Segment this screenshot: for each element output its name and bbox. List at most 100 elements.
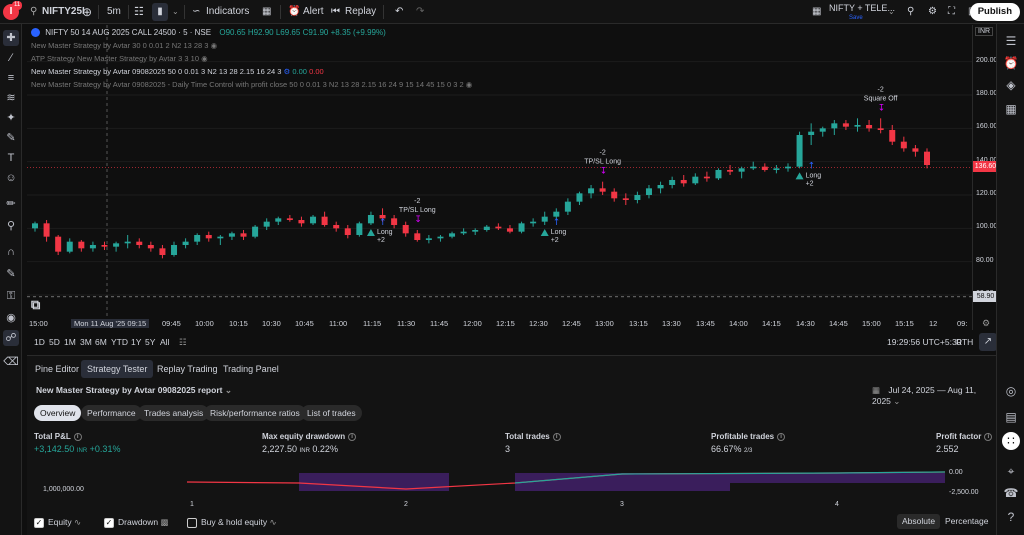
tf-1d[interactable]: 1D bbox=[34, 337, 45, 347]
candle[interactable] bbox=[483, 226, 490, 230]
emoji-icon[interactable]: ☺ bbox=[5, 172, 17, 184]
report-title[interactable]: New Master Strategy by Avtar 09082025 re… bbox=[36, 385, 232, 396]
candles-icon[interactable]: ▮ bbox=[152, 3, 168, 21]
candle[interactable] bbox=[645, 188, 652, 195]
interval-button[interactable]: 5m bbox=[107, 6, 121, 17]
candle[interactable] bbox=[437, 236, 444, 239]
candle[interactable] bbox=[506, 228, 513, 232]
tf-1m[interactable]: 1M bbox=[64, 337, 76, 347]
indicators-icon[interactable]: ∽ bbox=[192, 6, 201, 17]
candle[interactable] bbox=[32, 223, 38, 229]
subtab-performance[interactable]: Performance bbox=[81, 405, 142, 421]
candle[interactable] bbox=[113, 243, 120, 247]
pitchfork-icon[interactable]: ≋ bbox=[6, 92, 16, 104]
publish-button[interactable]: Publish bbox=[969, 3, 1020, 21]
date-range[interactable]: ▦ Jul 24, 2025 — Aug 11, 2025 ⌄ bbox=[872, 385, 996, 407]
candle[interactable] bbox=[460, 231, 467, 234]
pattern-icon[interactable]: ✦ bbox=[6, 112, 16, 124]
equity-chart[interactable]: 1,000,000.00 0.00 -2,500.00 1 2 3 4 bbox=[27, 461, 996, 516]
candle[interactable] bbox=[159, 248, 166, 255]
brush-icon[interactable]: ✎ bbox=[6, 132, 16, 144]
candle[interactable] bbox=[842, 123, 849, 127]
candle[interactable] bbox=[286, 218, 293, 220]
candle[interactable] bbox=[808, 131, 815, 135]
candle[interactable] bbox=[877, 128, 884, 130]
price-axis[interactable]: INR 200.00 180.00 160.00 140.00 120.00 100.00… bbox=[972, 25, 998, 330]
candle[interactable] bbox=[252, 226, 259, 237]
rth-toggle[interactable]: RTH bbox=[956, 337, 974, 347]
gear-icon[interactable]: ⚙ bbox=[928, 6, 937, 17]
candle[interactable] bbox=[89, 245, 96, 249]
candle[interactable] bbox=[298, 220, 305, 224]
candle[interactable] bbox=[263, 221, 270, 227]
legend-strategy-2[interactable]: ATP Strategy New Master Strategy by Avta… bbox=[31, 54, 208, 63]
candle[interactable] bbox=[518, 223, 525, 232]
candle[interactable] bbox=[669, 180, 676, 185]
replay-button[interactable]: Replay bbox=[345, 6, 377, 17]
alert-button[interactable]: Alert bbox=[303, 6, 324, 17]
quick-search-icon[interactable]: ⚲ bbox=[907, 6, 915, 17]
candle[interactable] bbox=[101, 245, 108, 247]
candle[interactable] bbox=[356, 223, 363, 235]
candle[interactable] bbox=[889, 130, 896, 142]
layout-save-label[interactable]: Save bbox=[849, 15, 863, 21]
lock-icon[interactable]: ⚿ bbox=[6, 290, 16, 302]
fullscreen-icon[interactable]: ⛶ bbox=[948, 6, 955, 17]
candle[interactable] bbox=[344, 228, 351, 235]
price-chart[interactable]: Long +2 ↑ ↧ TP/SL Long -2 Long +2 ↑ ↧ TP/SL Long -2… bbox=[27, 25, 972, 330]
candle[interactable] bbox=[738, 168, 745, 172]
candle[interactable] bbox=[171, 245, 178, 255]
candle[interactable] bbox=[784, 166, 791, 169]
candle[interactable] bbox=[900, 141, 907, 149]
layers-icon[interactable]: ◈ bbox=[1006, 78, 1016, 92]
calendar-icon[interactable]: ▦ bbox=[1005, 102, 1017, 116]
candle[interactable] bbox=[761, 166, 768, 170]
candle[interactable] bbox=[379, 215, 386, 219]
eye-icon[interactable]: ◉ bbox=[210, 41, 218, 50]
candle[interactable] bbox=[657, 185, 664, 189]
indicators-button[interactable]: Indicators bbox=[206, 6, 250, 17]
candle[interactable] bbox=[182, 241, 189, 245]
replay-icon[interactable]: ⏮ bbox=[331, 6, 340, 17]
templates-icon[interactable]: ▦ bbox=[262, 6, 272, 17]
mode-absolute-button[interactable]: Absolute bbox=[897, 514, 941, 529]
currency-label[interactable]: INR bbox=[975, 27, 994, 36]
tab-replay-trading[interactable]: Replay Trading bbox=[157, 364, 218, 374]
candle[interactable] bbox=[194, 235, 201, 242]
alerts-clock-icon[interactable]: ⏰ bbox=[1003, 56, 1019, 70]
candle[interactable] bbox=[425, 238, 432, 240]
clock[interactable]: 19:29:56 UTC+5:30 bbox=[887, 337, 962, 347]
candle[interactable] bbox=[333, 225, 340, 229]
subtab-overview[interactable]: Overview bbox=[34, 405, 82, 421]
candle[interactable] bbox=[611, 191, 618, 199]
fib-icon[interactable]: ≡ bbox=[7, 72, 15, 84]
legend-strategy-1[interactable]: New Master Strategy by Avtar 30 0 0.01 2… bbox=[31, 41, 217, 50]
symbol-search-button[interactable]: NIFTY25I bbox=[42, 6, 85, 17]
layout-name[interactable]: NIFTY + TELE... bbox=[829, 3, 895, 13]
undo-icon[interactable]: ↶ bbox=[395, 6, 404, 17]
tf-ytd[interactable]: YTD bbox=[111, 337, 128, 347]
candle[interactable] bbox=[924, 151, 930, 165]
layout-chevron-icon[interactable]: ⌄ bbox=[888, 7, 895, 16]
candle[interactable] bbox=[819, 128, 826, 132]
candle[interactable] bbox=[912, 148, 919, 152]
axis-settings-icon[interactable]: ⚙ bbox=[982, 318, 991, 328]
candle[interactable] bbox=[634, 195, 641, 200]
candle[interactable] bbox=[727, 170, 734, 172]
equity-checkbox[interactable]: ✓ Equity ∿ bbox=[34, 517, 82, 528]
candle[interactable] bbox=[773, 168, 780, 170]
subtab-trades-analysis[interactable]: Trades analysis bbox=[138, 405, 210, 421]
candle[interactable] bbox=[553, 211, 560, 217]
expand-icon[interactable]: ↗ bbox=[979, 333, 997, 351]
candle[interactable] bbox=[692, 176, 699, 184]
tab-pine-editor[interactable]: Pine Editor bbox=[35, 364, 80, 374]
add-symbol-icon[interactable]: ⊕ bbox=[82, 5, 93, 19]
candle[interactable] bbox=[136, 241, 143, 245]
lock-drawings-icon[interactable]: ✎ bbox=[6, 268, 16, 280]
candle[interactable] bbox=[310, 216, 317, 224]
subtab-list-of-trades[interactable]: List of trades bbox=[301, 405, 362, 421]
magnet-icon[interactable]: ∩ bbox=[7, 246, 15, 258]
settings-icon[interactable]: ⚙ bbox=[283, 67, 291, 76]
ruler-icon[interactable]: ✏ bbox=[6, 198, 16, 210]
